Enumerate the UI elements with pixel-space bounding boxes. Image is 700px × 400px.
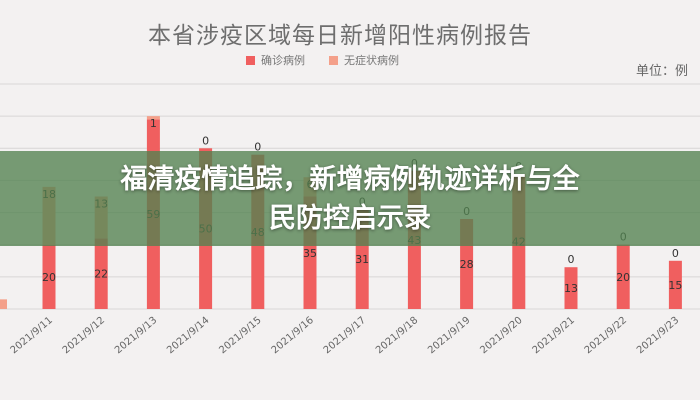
legend-label-confirmed: 确诊病例: [261, 54, 305, 67]
headline-line-2: 民防控启示录: [269, 203, 431, 234]
x-tick-label: 2021/9/18: [374, 315, 420, 356]
headline: 福清疫情追踪，新增病例轨迹详析与全 民防控启示录: [0, 160, 700, 238]
data-label-confirmed: 15: [668, 279, 682, 292]
legend-swatch-asymptomatic: [329, 55, 338, 65]
data-label-confirmed: 31: [355, 253, 369, 266]
x-tick-label: 2021/9/21: [531, 315, 577, 356]
data-label-confirmed: 13: [564, 282, 578, 295]
headline-banner: [0, 151, 700, 246]
bar-confirmed: [668, 260, 682, 309]
data-label-confirmed: 28: [460, 258, 474, 271]
bar-confirmed: [94, 238, 108, 309]
legend-swatch-confirmed: [246, 55, 255, 65]
data-label-confirmed: 22: [94, 268, 108, 281]
x-tick-label: 2021/9/19: [426, 315, 472, 356]
bar-confirmed: [616, 244, 630, 309]
bar-confirmed: [564, 267, 578, 309]
headline-line-1: 福清疫情追踪，新增病例轨迹详析与全: [120, 164, 580, 195]
bar-cropped: [0, 299, 7, 309]
legend-item-confirmed: 确诊病例: [246, 52, 305, 68]
x-tick-label: 2021/9/16: [270, 315, 316, 356]
data-label-confirmed: 20: [42, 271, 56, 284]
legend-label-asymptomatic: 无症状病例: [344, 54, 399, 67]
unit-label: 单位：例: [636, 64, 689, 79]
legend-item-asymptomatic: 无症状病例: [329, 52, 399, 68]
legend: 确诊病例 无症状病例: [246, 52, 399, 68]
x-tick-label: 2021/9/20: [478, 315, 524, 356]
x-tick-label: 2021/9/13: [113, 315, 159, 356]
data-label-asymptomatic: 1: [150, 117, 157, 130]
data-label-confirmed: 35: [303, 247, 317, 260]
x-tick-label: 2021/9/23: [635, 315, 681, 356]
data-label-asymptomatic: 0: [568, 253, 575, 266]
bar-asymptomatic: [146, 116, 160, 120]
x-tick-label: 2021/9/12: [61, 315, 107, 356]
x-tick-label: 2021/9/15: [217, 315, 263, 356]
chart-title: 本省涉疫区域每日新增阳性病例报告: [148, 23, 532, 49]
data-label-asymptomatic: 0: [202, 134, 209, 147]
x-tick-label: 2021/9/14: [165, 315, 211, 356]
data-label-asymptomatic: 0: [254, 141, 261, 154]
x-tick-label: 2021/9/22: [583, 315, 629, 356]
bar-confirmed: [42, 244, 56, 309]
x-tick-label: 2021/9/17: [322, 315, 368, 356]
x-tick-label: 2021/9/11: [9, 315, 55, 356]
x-axis-ticks: 2021/9/11 2021/9/12 2021/9/13 2021/9/14 2021…: [9, 315, 682, 356]
data-label-asymptomatic: 0: [672, 247, 679, 260]
data-label-confirmed: 20: [616, 271, 630, 284]
